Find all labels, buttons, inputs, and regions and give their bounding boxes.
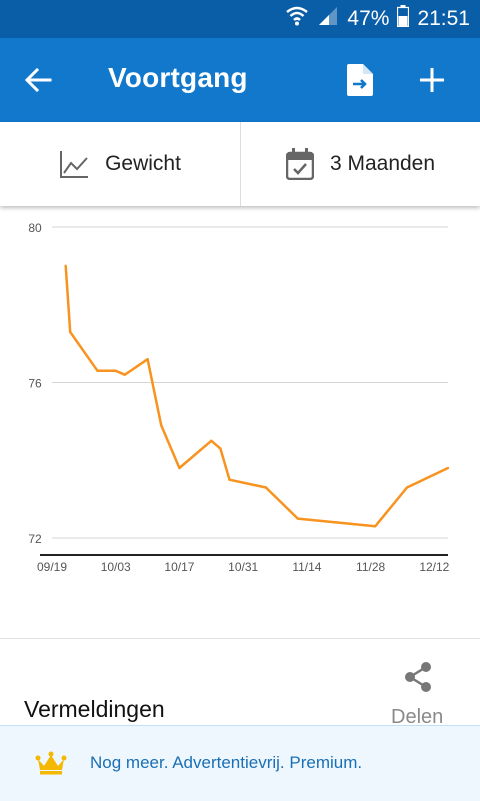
period-label: 3 Maanden	[329, 152, 436, 175]
data-point	[123, 373, 127, 376]
data-point	[296, 517, 299, 520]
weight-chart: 72 76 80 09/19 10/03 10/17 10/31 11/14 11/28 12/1…	[0, 206, 480, 606]
y-tick-label: 72	[28, 532, 42, 546]
clock: 21:51	[417, 7, 470, 30]
battery-percent: 47%	[347, 7, 390, 30]
signal-icon	[317, 5, 339, 33]
battery-icon	[397, 5, 410, 33]
data-point	[146, 357, 149, 361]
share-icon	[405, 662, 431, 692]
data-point	[446, 466, 450, 470]
data-point	[210, 439, 213, 443]
weight-chart-svg: 72 76 80 09/19 10/03 10/17 10/31 11/14 11/28 12/1…	[28, 221, 450, 574]
data-point	[114, 369, 117, 373]
calendar-check-icon	[285, 148, 314, 180]
x-tick-label: 10/03	[101, 560, 131, 574]
status-icons: 47% 21:51	[285, 0, 470, 38]
x-tick-label: 11/28	[356, 560, 385, 574]
export-button[interactable]	[340, 60, 380, 100]
weight-line	[64, 265, 449, 528]
data-point	[264, 486, 268, 489]
add-button[interactable]	[412, 60, 452, 100]
data-point	[96, 369, 99, 373]
premium-banner[interactable]: Nog meer. Advertentievrij. Premium.	[0, 725, 480, 801]
metric-label: Gewicht	[105, 152, 181, 175]
data-point	[178, 466, 181, 470]
y-tick-label: 76	[28, 377, 42, 391]
page-title: Voortgang	[108, 62, 248, 93]
x-tick-label: 09/19	[37, 560, 67, 574]
data-point	[160, 424, 163, 427]
y-tick-label: 80	[28, 221, 42, 235]
share-label: Delen	[391, 706, 444, 728]
x-tick-label: 12/12	[419, 560, 449, 574]
app-bar: Voortgang	[0, 38, 480, 122]
arrow-back-icon	[24, 67, 52, 93]
x-tick-label: 10/31	[228, 560, 258, 574]
data-point	[405, 486, 409, 489]
data-point	[228, 478, 231, 481]
share-button[interactable]: Delen	[388, 660, 448, 730]
data-point	[64, 264, 67, 268]
line-chart-icon	[59, 149, 89, 179]
period-selector[interactable]: 3 Maanden	[241, 122, 480, 206]
export-file-icon	[347, 64, 373, 96]
premium-banner-text: Nog meer. Advertentievrij. Premium.	[90, 753, 363, 772]
back-button[interactable]	[18, 60, 58, 100]
filter-divider	[240, 122, 241, 206]
plus-icon	[420, 68, 444, 92]
crown-icon	[35, 751, 67, 775]
metric-selector[interactable]: Gewicht	[0, 122, 240, 206]
section-divider	[0, 638, 480, 639]
x-tick-label: 10/17	[164, 560, 194, 574]
x-tick-label: 11/14	[292, 560, 321, 574]
mentions-title: Vermeldingen	[24, 696, 165, 722]
data-point	[219, 447, 222, 450]
wifi-icon	[285, 5, 309, 33]
data-point	[373, 525, 377, 528]
status-bar: 47% 21:51	[0, 0, 480, 38]
filter-bar: Gewicht 3 Maanden	[0, 122, 480, 206]
data-point	[69, 330, 72, 334]
